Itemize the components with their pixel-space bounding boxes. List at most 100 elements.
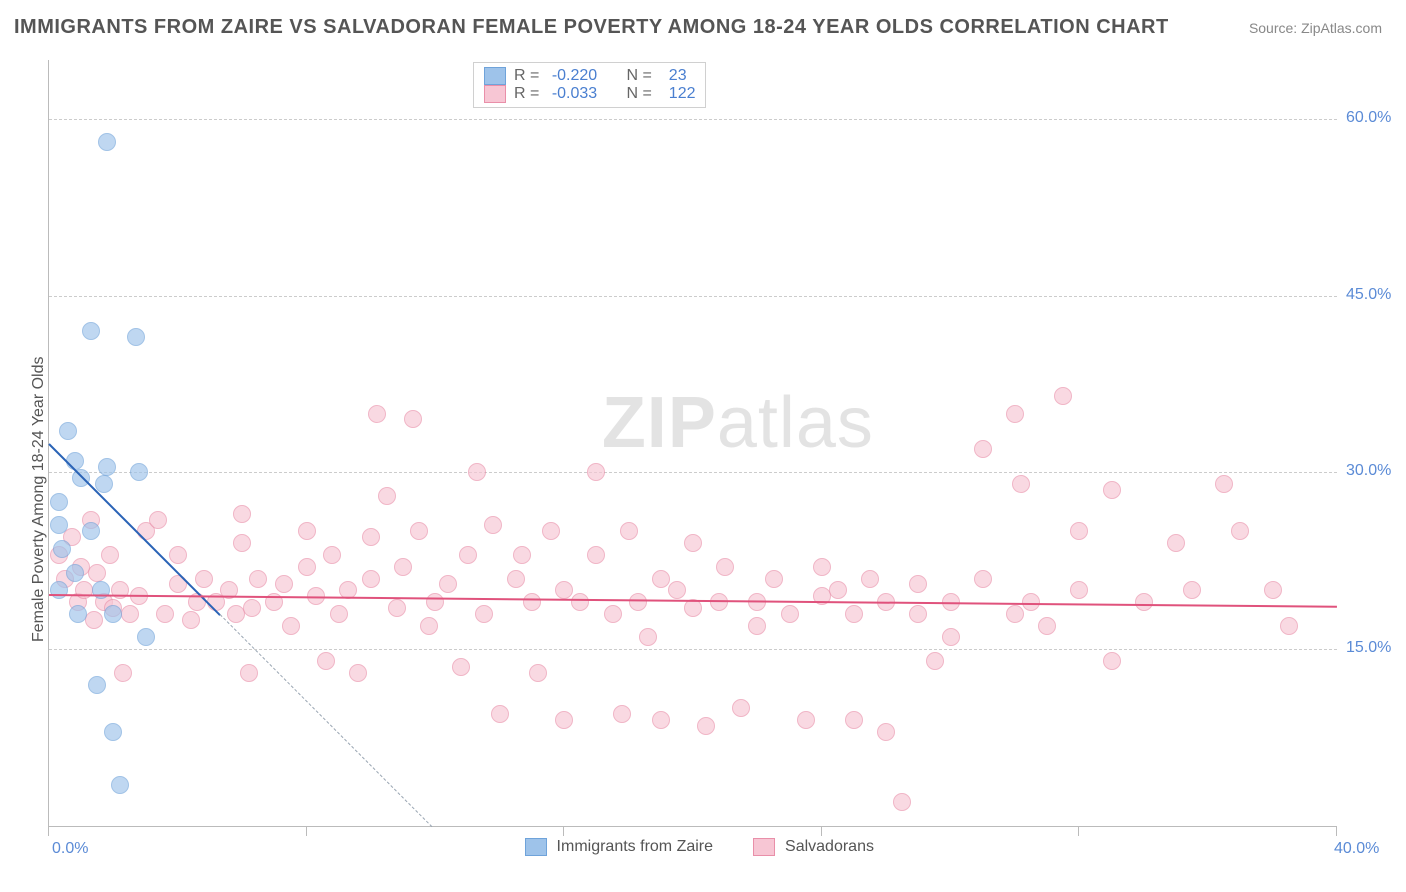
data-point: [420, 617, 438, 635]
correlation-legend: R = -0.220 N = 23R = -0.033 N = 122: [473, 62, 706, 108]
data-point: [317, 652, 335, 670]
data-point: [388, 599, 406, 617]
data-point: [1264, 581, 1282, 599]
data-point: [378, 487, 396, 505]
legend-r-value: -0.033: [552, 85, 597, 103]
data-point: [629, 593, 647, 611]
y-tick-label: 60.0%: [1346, 109, 1391, 127]
data-point: [243, 599, 261, 617]
data-point: [330, 605, 348, 623]
data-point: [1070, 522, 1088, 540]
data-point: [404, 410, 422, 428]
legend-swatch: [484, 85, 506, 103]
data-point: [82, 522, 100, 540]
data-point: [620, 522, 638, 540]
trend-line: [219, 614, 432, 827]
data-point: [523, 593, 541, 611]
x-tick: [1078, 826, 1079, 836]
data-point: [1012, 475, 1030, 493]
data-point: [275, 575, 293, 593]
data-point: [368, 405, 386, 423]
x-tick-label: 0.0%: [52, 840, 88, 858]
data-point: [507, 570, 525, 588]
data-point: [639, 628, 657, 646]
legend-series-label: Salvadorans: [785, 838, 874, 856]
data-point: [529, 664, 547, 682]
data-point: [298, 522, 316, 540]
data-point: [59, 422, 77, 440]
data-point: [101, 546, 119, 564]
x-tick-label: 40.0%: [1334, 840, 1379, 858]
y-tick-label: 45.0%: [1346, 286, 1391, 304]
gridline: [49, 119, 1337, 120]
legend-r-label: R =: [514, 67, 544, 85]
data-point: [459, 546, 477, 564]
source-link[interactable]: ZipAtlas.com: [1301, 20, 1382, 36]
data-point: [121, 605, 139, 623]
data-point: [845, 711, 863, 729]
data-point: [362, 528, 380, 546]
legend-n-label: N =: [627, 67, 657, 85]
data-point: [571, 593, 589, 611]
data-point: [697, 717, 715, 735]
data-point: [1215, 475, 1233, 493]
data-point: [1103, 481, 1121, 499]
data-point: [765, 570, 783, 588]
source-attribution: Source: ZipAtlas.com: [1249, 20, 1382, 36]
data-point: [732, 699, 750, 717]
data-point: [323, 546, 341, 564]
scatter-plot-area: [48, 60, 1337, 827]
data-point: [829, 581, 847, 599]
data-point: [69, 605, 87, 623]
data-point: [668, 581, 686, 599]
data-point: [1070, 581, 1088, 599]
legend-n-value: 122: [664, 85, 695, 103]
data-point: [909, 575, 927, 593]
data-point: [240, 664, 258, 682]
data-point: [362, 570, 380, 588]
series-legend: Immigrants from Zaire Salvadorans: [525, 838, 904, 856]
data-point: [781, 605, 799, 623]
data-point: [1183, 581, 1201, 599]
data-point: [813, 558, 831, 576]
data-point: [555, 581, 573, 599]
data-point: [613, 705, 631, 723]
data-point: [282, 617, 300, 635]
data-point: [1280, 617, 1298, 635]
data-point: [50, 581, 68, 599]
data-point: [684, 534, 702, 552]
source-prefix: Source:: [1249, 20, 1301, 36]
data-point: [877, 723, 895, 741]
data-point: [233, 534, 251, 552]
data-point: [50, 493, 68, 511]
data-point: [98, 458, 116, 476]
x-tick: [1336, 826, 1337, 836]
data-point: [652, 570, 670, 588]
data-point: [394, 558, 412, 576]
data-point: [298, 558, 316, 576]
data-point: [53, 540, 71, 558]
data-point: [233, 505, 251, 523]
data-point: [104, 723, 122, 741]
legend-series-label: Immigrants from Zaire: [557, 838, 713, 856]
x-tick: [563, 826, 564, 836]
y-tick-label: 30.0%: [1346, 462, 1391, 480]
data-point: [452, 658, 470, 676]
data-point: [1006, 605, 1024, 623]
data-point: [1103, 652, 1121, 670]
data-point: [88, 564, 106, 582]
data-point: [114, 664, 132, 682]
data-point: [85, 611, 103, 629]
data-point: [716, 558, 734, 576]
data-point: [127, 328, 145, 346]
data-point: [195, 570, 213, 588]
gridline: [49, 296, 1337, 297]
legend-swatch: [484, 67, 506, 85]
data-point: [92, 581, 110, 599]
legend-r-value: -0.220: [552, 67, 597, 85]
data-point: [130, 463, 148, 481]
x-tick: [48, 826, 49, 836]
data-point: [439, 575, 457, 593]
legend-n-value: 23: [664, 67, 686, 85]
data-point: [169, 546, 187, 564]
